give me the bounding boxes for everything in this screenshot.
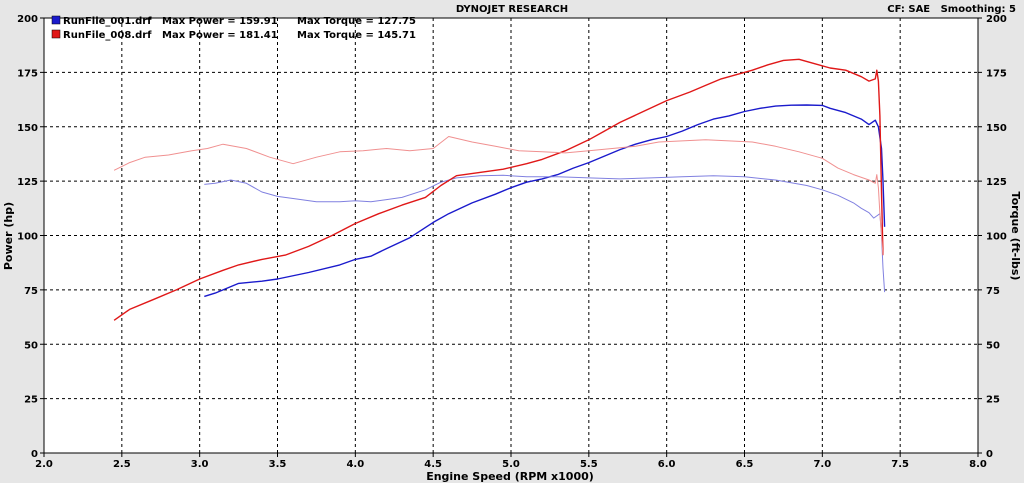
legend: RunFile_001.drf Max Power = 159.91 Max T…	[51, 15, 416, 41]
y-right-tick-label: 100	[986, 232, 1007, 243]
x-axis-ticks: 2.0 2.5 3.0 3.5 4.0 4.5 5.0 5.5 6.0 6.5 7.0 7.5 8.0	[35, 453, 987, 470]
legend-torque-run2: Max Torque = 145.71	[297, 30, 416, 41]
y-right-tick-label: 200	[986, 14, 1007, 25]
x-tick-label: 6.5	[736, 459, 754, 470]
series-runfile-001-power	[204, 104, 886, 298]
y-right-tick-label: 25	[986, 395, 1000, 406]
series-layer	[113, 58, 886, 321]
x-tick-label: 5.5	[580, 459, 598, 470]
y-axis-right-ticks: 0 25 50 75 100 125 150 175 200	[978, 14, 1007, 460]
legend-swatch-run1	[51, 15, 61, 25]
y-right-tick-label: 0	[986, 449, 993, 460]
x-tick-label: 8.0	[969, 459, 987, 470]
y-left-tick-label: 125	[17, 177, 38, 188]
y-right-tick-label: 125	[986, 177, 1007, 188]
y-right-tick-label: 75	[986, 286, 1000, 297]
x-tick-label: 2.0	[35, 459, 53, 470]
series-runfile-008-power	[113, 58, 884, 321]
series-runfile-001-torque	[204, 174, 886, 293]
grid-lines	[44, 18, 978, 453]
x-tick-label: 2.5	[113, 459, 131, 470]
y-right-tick-label: 175	[986, 68, 1007, 79]
x-tick-label: 5.0	[502, 459, 520, 470]
legend-power-run1: Max Power = 159.91	[162, 16, 278, 27]
legend-torque-run1: Max Torque = 127.75	[297, 16, 416, 27]
y-left-tick-label: 175	[17, 68, 38, 79]
y-axis-right-title: Torque (ft-lbs)	[1009, 192, 1022, 281]
legend-swatch-run2	[51, 29, 61, 39]
y-left-tick-label: 150	[17, 123, 38, 134]
legend-file-run2: RunFile_008.drf	[63, 30, 152, 41]
x-tick-label: 7.0	[813, 459, 831, 470]
x-axis-title: Engine Speed (RPM x1000)	[426, 470, 594, 483]
settings-text: CF: SAE Smoothing: 5	[887, 4, 1016, 15]
x-tick-label: 4.5	[424, 459, 442, 470]
legend-file-run1: RunFile_001.drf	[63, 16, 152, 27]
y-right-tick-label: 150	[986, 123, 1007, 134]
legend-power-run2: Max Power = 181.41	[162, 30, 278, 41]
y-left-tick-label: 100	[17, 232, 38, 243]
series-runfile-008-torque	[113, 136, 884, 256]
y-left-tick-label: 200	[17, 14, 38, 25]
x-tick-label: 7.5	[891, 459, 909, 470]
x-tick-label: 6.0	[658, 459, 676, 470]
y-right-tick-label: 50	[986, 340, 1000, 351]
y-axis-left-title: Power (hp)	[2, 202, 15, 270]
y-left-tick-label: 75	[24, 286, 38, 297]
x-tick-label: 3.0	[191, 459, 209, 470]
x-tick-label: 4.0	[346, 459, 364, 470]
y-left-tick-label: 25	[24, 395, 38, 406]
x-tick-label: 3.5	[269, 459, 287, 470]
y-left-tick-label: 0	[31, 449, 38, 460]
y-left-tick-label: 50	[24, 340, 38, 351]
y-axis-left-ticks: 0 25 50 75 100 125 150 175 200	[17, 14, 44, 460]
chart-title: DYNOJET RESEARCH	[456, 4, 568, 15]
